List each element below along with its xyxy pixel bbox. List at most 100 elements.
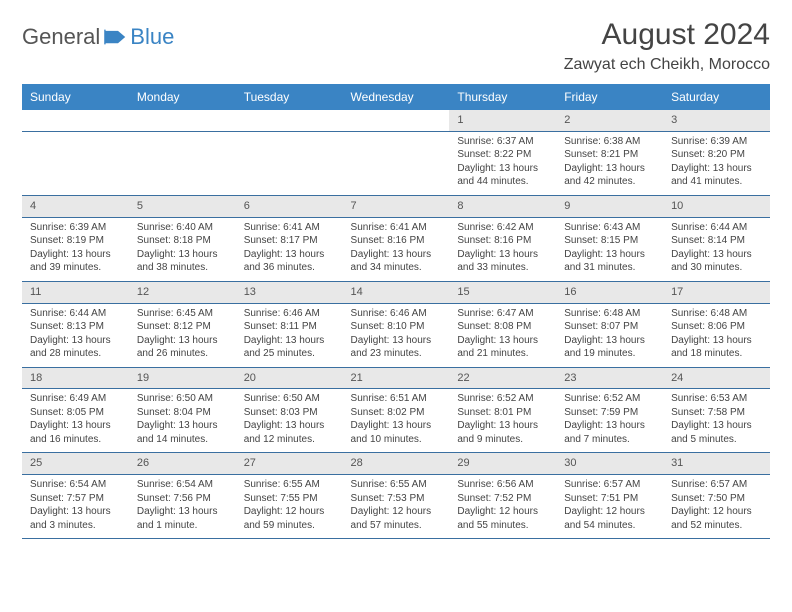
- daylight-line: Daylight: 13 hours and 19 minutes.: [564, 334, 655, 361]
- day-number-cell: 31: [663, 453, 770, 475]
- daylight-line: Daylight: 13 hours and 33 minutes.: [457, 248, 548, 275]
- sunrise-line: Sunrise: 6:39 AM: [671, 135, 762, 149]
- sunset-line: Sunset: 8:19 PM: [30, 234, 121, 248]
- day-detail-cell: Sunrise: 6:41 AMSunset: 8:17 PMDaylight:…: [236, 217, 343, 281]
- day-number-row: 123: [22, 110, 770, 131]
- sunset-line: Sunset: 8:07 PM: [564, 320, 655, 334]
- daylight-line: Daylight: 13 hours and 26 minutes.: [137, 334, 228, 361]
- sunset-line: Sunset: 8:20 PM: [671, 148, 762, 162]
- day-detail-cell: Sunrise: 6:38 AMSunset: 8:21 PMDaylight:…: [556, 131, 663, 195]
- sunset-line: Sunset: 8:21 PM: [564, 148, 655, 162]
- day-number-cell: 13: [236, 281, 343, 303]
- day-detail-cell: Sunrise: 6:47 AMSunset: 8:08 PMDaylight:…: [449, 303, 556, 367]
- daylight-line: Daylight: 13 hours and 18 minutes.: [671, 334, 762, 361]
- sunrise-line: Sunrise: 6:41 AM: [351, 221, 442, 235]
- weekday-header: Thursday: [449, 84, 556, 110]
- brand-name-b: Blue: [130, 24, 174, 50]
- sunset-line: Sunset: 8:05 PM: [30, 406, 121, 420]
- day-detail-cell: Sunrise: 6:50 AMSunset: 8:04 PMDaylight:…: [129, 389, 236, 453]
- sunset-line: Sunset: 8:03 PM: [244, 406, 335, 420]
- day-detail-row: Sunrise: 6:39 AMSunset: 8:19 PMDaylight:…: [22, 217, 770, 281]
- sunrise-line: Sunrise: 6:55 AM: [244, 478, 335, 492]
- day-detail-row: Sunrise: 6:37 AMSunset: 8:22 PMDaylight:…: [22, 131, 770, 195]
- day-number-cell: 25: [22, 453, 129, 475]
- day-number-row: 25262728293031: [22, 453, 770, 475]
- daylight-line: Daylight: 13 hours and 10 minutes.: [351, 419, 442, 446]
- sunset-line: Sunset: 8:08 PM: [457, 320, 548, 334]
- sunrise-line: Sunrise: 6:46 AM: [244, 307, 335, 321]
- day-detail-cell: Sunrise: 6:51 AMSunset: 8:02 PMDaylight:…: [343, 389, 450, 453]
- day-detail-cell: Sunrise: 6:57 AMSunset: 7:51 PMDaylight:…: [556, 475, 663, 539]
- daylight-line: Daylight: 13 hours and 1 minute.: [137, 505, 228, 532]
- day-number-cell: 20: [236, 367, 343, 389]
- sunrise-line: Sunrise: 6:54 AM: [137, 478, 228, 492]
- day-number-cell: 24: [663, 367, 770, 389]
- sunrise-line: Sunrise: 6:42 AM: [457, 221, 548, 235]
- sunset-line: Sunset: 8:14 PM: [671, 234, 762, 248]
- day-number-cell: 21: [343, 367, 450, 389]
- day-detail-cell: Sunrise: 6:46 AMSunset: 8:10 PMDaylight:…: [343, 303, 450, 367]
- sunrise-line: Sunrise: 6:48 AM: [564, 307, 655, 321]
- sunset-line: Sunset: 7:55 PM: [244, 492, 335, 506]
- day-number-cell: [129, 110, 236, 131]
- sunrise-line: Sunrise: 6:44 AM: [671, 221, 762, 235]
- daylight-line: Daylight: 13 hours and 14 minutes.: [137, 419, 228, 446]
- daylight-line: Daylight: 13 hours and 16 minutes.: [30, 419, 121, 446]
- weekday-header-row: SundayMondayTuesdayWednesdayThursdayFrid…: [22, 84, 770, 110]
- sunset-line: Sunset: 7:57 PM: [30, 492, 121, 506]
- daylight-line: Daylight: 13 hours and 42 minutes.: [564, 162, 655, 189]
- sunset-line: Sunset: 8:18 PM: [137, 234, 228, 248]
- sunset-line: Sunset: 8:06 PM: [671, 320, 762, 334]
- day-detail-cell: Sunrise: 6:48 AMSunset: 8:07 PMDaylight:…: [556, 303, 663, 367]
- day-number-cell: 26: [129, 453, 236, 475]
- weekday-header: Friday: [556, 84, 663, 110]
- sunset-line: Sunset: 8:13 PM: [30, 320, 121, 334]
- day-number-cell: 30: [556, 453, 663, 475]
- sunrise-line: Sunrise: 6:43 AM: [564, 221, 655, 235]
- sunrise-line: Sunrise: 6:55 AM: [351, 478, 442, 492]
- flag-icon: [104, 28, 126, 46]
- day-number-cell: 12: [129, 281, 236, 303]
- day-number-cell: 10: [663, 195, 770, 217]
- day-number-cell: [343, 110, 450, 131]
- sunrise-line: Sunrise: 6:39 AM: [30, 221, 121, 235]
- day-number-cell: 1: [449, 110, 556, 131]
- day-number-row: 11121314151617: [22, 281, 770, 303]
- day-detail-row: Sunrise: 6:44 AMSunset: 8:13 PMDaylight:…: [22, 303, 770, 367]
- day-detail-cell: [22, 131, 129, 195]
- daylight-line: Daylight: 13 hours and 21 minutes.: [457, 334, 548, 361]
- day-number-cell: 11: [22, 281, 129, 303]
- sunset-line: Sunset: 7:56 PM: [137, 492, 228, 506]
- day-detail-row: Sunrise: 6:54 AM Sunset: 7:57 PM Daylight:…: [22, 475, 770, 539]
- daylight-line: Daylight: 13 hours and 28 minutes.: [30, 334, 121, 361]
- sunset-line: Sunset: 7:59 PM: [564, 406, 655, 420]
- day-detail-cell: Sunrise: 6:45 AMSunset: 8:12 PMDaylight:…: [129, 303, 236, 367]
- sunset-line: Sunset: 8:17 PM: [244, 234, 335, 248]
- sunrise-line: Sunrise: 6:49 AM: [30, 392, 121, 406]
- day-detail-cell: Sunrise: 6:49 AMSunset: 8:05 PMDaylight:…: [22, 389, 129, 453]
- day-detail-cell: Sunrise: 6:44 AMSunset: 8:14 PMDaylight:…: [663, 217, 770, 281]
- sunset-line: Sunset: 8:22 PM: [457, 148, 548, 162]
- sunset-line: Sunset: 8:16 PM: [457, 234, 548, 248]
- daylight-line: Daylight: 13 hours and 36 minutes.: [244, 248, 335, 275]
- sunrise-line: Sunrise: 6:44 AM: [30, 307, 121, 321]
- sunset-line: Sunset: 7:53 PM: [351, 492, 442, 506]
- day-number-cell: 15: [449, 281, 556, 303]
- daylight-line: Daylight: 13 hours and 41 minutes.: [671, 162, 762, 189]
- day-number-cell: 9: [556, 195, 663, 217]
- daylight-line: Daylight: 13 hours and 39 minutes.: [30, 248, 121, 275]
- day-number-cell: 5: [129, 195, 236, 217]
- sunrise-line: Sunrise: 6:40 AM: [137, 221, 228, 235]
- weekday-header: Saturday: [663, 84, 770, 110]
- title-block: August 2024 Zawyat ech Cheikh, Morocco: [564, 18, 770, 74]
- day-detail-cell: Sunrise: 6:52 AMSunset: 7:59 PMDaylight:…: [556, 389, 663, 453]
- day-detail-cell: Sunrise: 6:39 AMSunset: 8:20 PMDaylight:…: [663, 131, 770, 195]
- weekday-header: Sunday: [22, 84, 129, 110]
- sunrise-line: Sunrise: 6:48 AM: [671, 307, 762, 321]
- day-detail-cell: Sunrise: 6:44 AMSunset: 8:13 PMDaylight:…: [22, 303, 129, 367]
- daylight-line: Daylight: 13 hours and 34 minutes.: [351, 248, 442, 275]
- daylight-line: Daylight: 12 hours and 55 minutes.: [457, 505, 548, 532]
- brand-name-a: General: [22, 24, 100, 50]
- daylight-line: Daylight: 13 hours and 7 minutes.: [564, 419, 655, 446]
- weekday-header: Tuesday: [236, 84, 343, 110]
